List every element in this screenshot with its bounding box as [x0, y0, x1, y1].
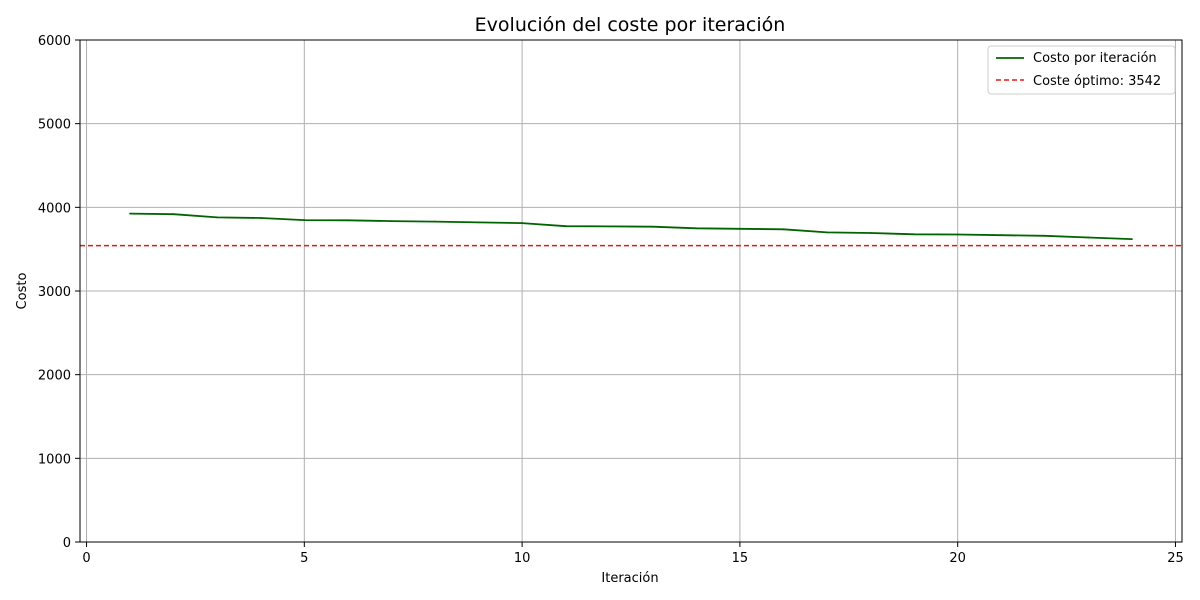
data-point [434, 220, 436, 223]
x-tick-label: 0 [82, 551, 90, 566]
data-point [695, 227, 698, 230]
data-point [651, 225, 654, 228]
y-tick-label: 2000 [38, 369, 71, 384]
legend-box [987, 45, 1176, 95]
y-tick-label: 5000 [38, 118, 71, 133]
data-point [608, 225, 611, 228]
x-tick-label: 15 [732, 551, 749, 566]
data-point [913, 233, 916, 236]
data-point [477, 221, 480, 224]
y-tick-label: 1000 [38, 452, 71, 467]
data-point [738, 227, 741, 230]
data-point [1043, 234, 1046, 237]
y-axis-label: Costo [15, 273, 30, 310]
ticks: 0 5 10 15 20 25 0 1000 2000 3000 4000 5000 6000 [38, 34, 1184, 566]
data-point [956, 233, 959, 236]
y-tick-label: 3000 [38, 285, 71, 300]
y-tick-label: 0 [63, 536, 71, 551]
data-point [259, 217, 262, 219]
data-point [1087, 236, 1090, 239]
y-tick-label: 4000 [38, 201, 71, 216]
data-point [826, 231, 828, 234]
chart-title: Evolución del coste por iteración [475, 14, 786, 36]
data-point [521, 222, 524, 224]
data-point [782, 228, 785, 231]
y-tick-label: 6000 [38, 34, 71, 49]
legend-label-reference: Coste óptimo: 3542 [1033, 74, 1161, 89]
data-point [346, 219, 349, 222]
data-point [1000, 234, 1003, 237]
data-point [869, 232, 872, 234]
x-tick-label: 25 [1167, 551, 1184, 566]
series-layer [80, 212, 1182, 247]
data-point [390, 220, 393, 223]
x-tick-label: 5 [300, 551, 308, 566]
data-point [216, 216, 219, 219]
x-tick-label: 10 [514, 551, 531, 566]
x-tick-label: 20 [949, 551, 966, 566]
grid [80, 39, 1182, 543]
data-point [564, 225, 567, 228]
data-point [1131, 238, 1133, 241]
data-point [129, 212, 131, 215]
data-point [172, 213, 175, 216]
legend: Costo por iteración Coste óptimo: 3542 [987, 45, 1176, 95]
series-line-cost [130, 212, 1132, 240]
legend-label-series: Costo por iteración [1033, 51, 1157, 66]
data-point [303, 219, 306, 221]
x-axis-label: Iteración [601, 571, 658, 586]
